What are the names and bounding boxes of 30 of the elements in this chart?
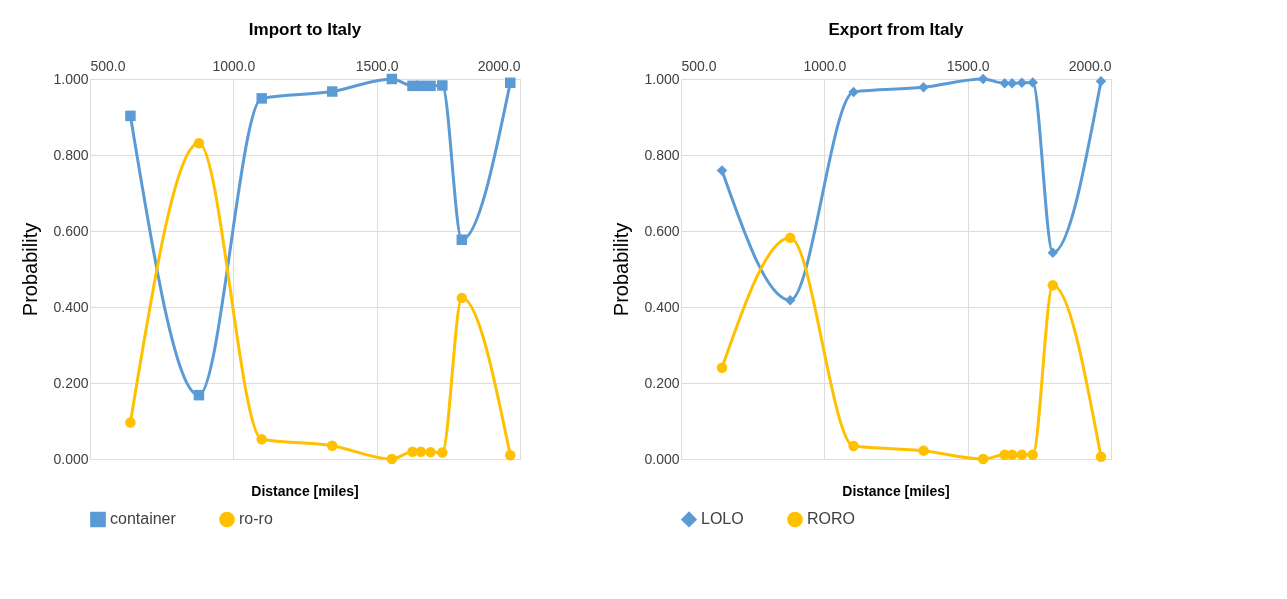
- y-axis-title: Probability: [19, 222, 42, 317]
- legend-label: LOLO: [701, 510, 744, 528]
- x-tick-label: 1500.0: [946, 57, 990, 74]
- x-tick-label: 1500.0: [355, 57, 399, 74]
- y-tick-label: 0.800: [644, 146, 680, 163]
- x-tick-label: 500.0: [90, 57, 126, 74]
- legend-label: RORO: [807, 510, 855, 528]
- x-tick-label: 1000.0: [803, 57, 847, 74]
- x-tick-label: 1000.0: [212, 57, 256, 74]
- y-tick-label: 0.400: [644, 298, 680, 315]
- x-tick-label: 2000.0: [477, 57, 521, 74]
- y-tick-label: 0.600: [644, 222, 680, 239]
- y-tick-label: 1.000: [644, 70, 680, 87]
- legend-label: ro-ro: [239, 510, 273, 528]
- chart-title: Import to Italy: [248, 20, 362, 39]
- y-tick-label: 0.000: [644, 450, 680, 467]
- y-tick-label: 1.000: [53, 70, 89, 87]
- y-tick-label: 0.600: [53, 222, 89, 239]
- y-axis-title: Probability: [610, 222, 633, 317]
- y-tick-label: 0.800: [53, 146, 89, 163]
- y-tick-label: 0.000: [53, 450, 89, 467]
- chart-title: Export from Italy: [828, 20, 965, 39]
- x-axis-title: Distance [miles]: [842, 483, 950, 499]
- y-tick-label: 0.400: [53, 298, 89, 315]
- x-tick-label: 500.0: [681, 57, 717, 74]
- y-tick-label: 0.200: [644, 374, 680, 391]
- x-axis-title: Distance [miles]: [251, 483, 359, 499]
- legend-label: container: [110, 510, 177, 528]
- y-tick-label: 0.200: [53, 374, 89, 391]
- x-tick-label: 2000.0: [1068, 57, 1112, 74]
